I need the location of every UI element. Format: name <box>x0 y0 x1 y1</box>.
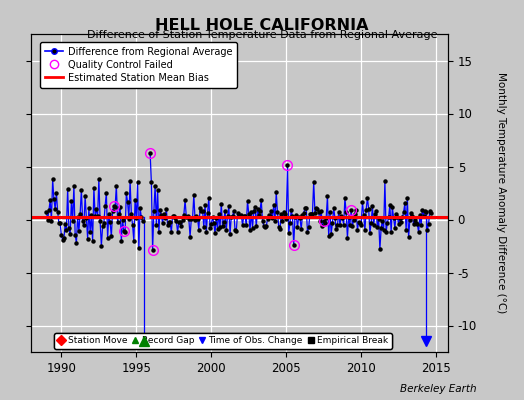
Legend: Station Move, Record Gap, Time of Obs. Change, Empirical Break: Station Move, Record Gap, Time of Obs. C… <box>54 333 392 349</box>
Text: Difference of Station Temperature Data from Regional Average: Difference of Station Temperature Data f… <box>87 30 437 40</box>
Text: Berkeley Earth: Berkeley Earth <box>400 384 477 394</box>
Text: HELL HOLE CALIFORNIA: HELL HOLE CALIFORNIA <box>155 18 369 33</box>
Y-axis label: Monthly Temperature Anomaly Difference (°C): Monthly Temperature Anomaly Difference (… <box>496 72 506 314</box>
